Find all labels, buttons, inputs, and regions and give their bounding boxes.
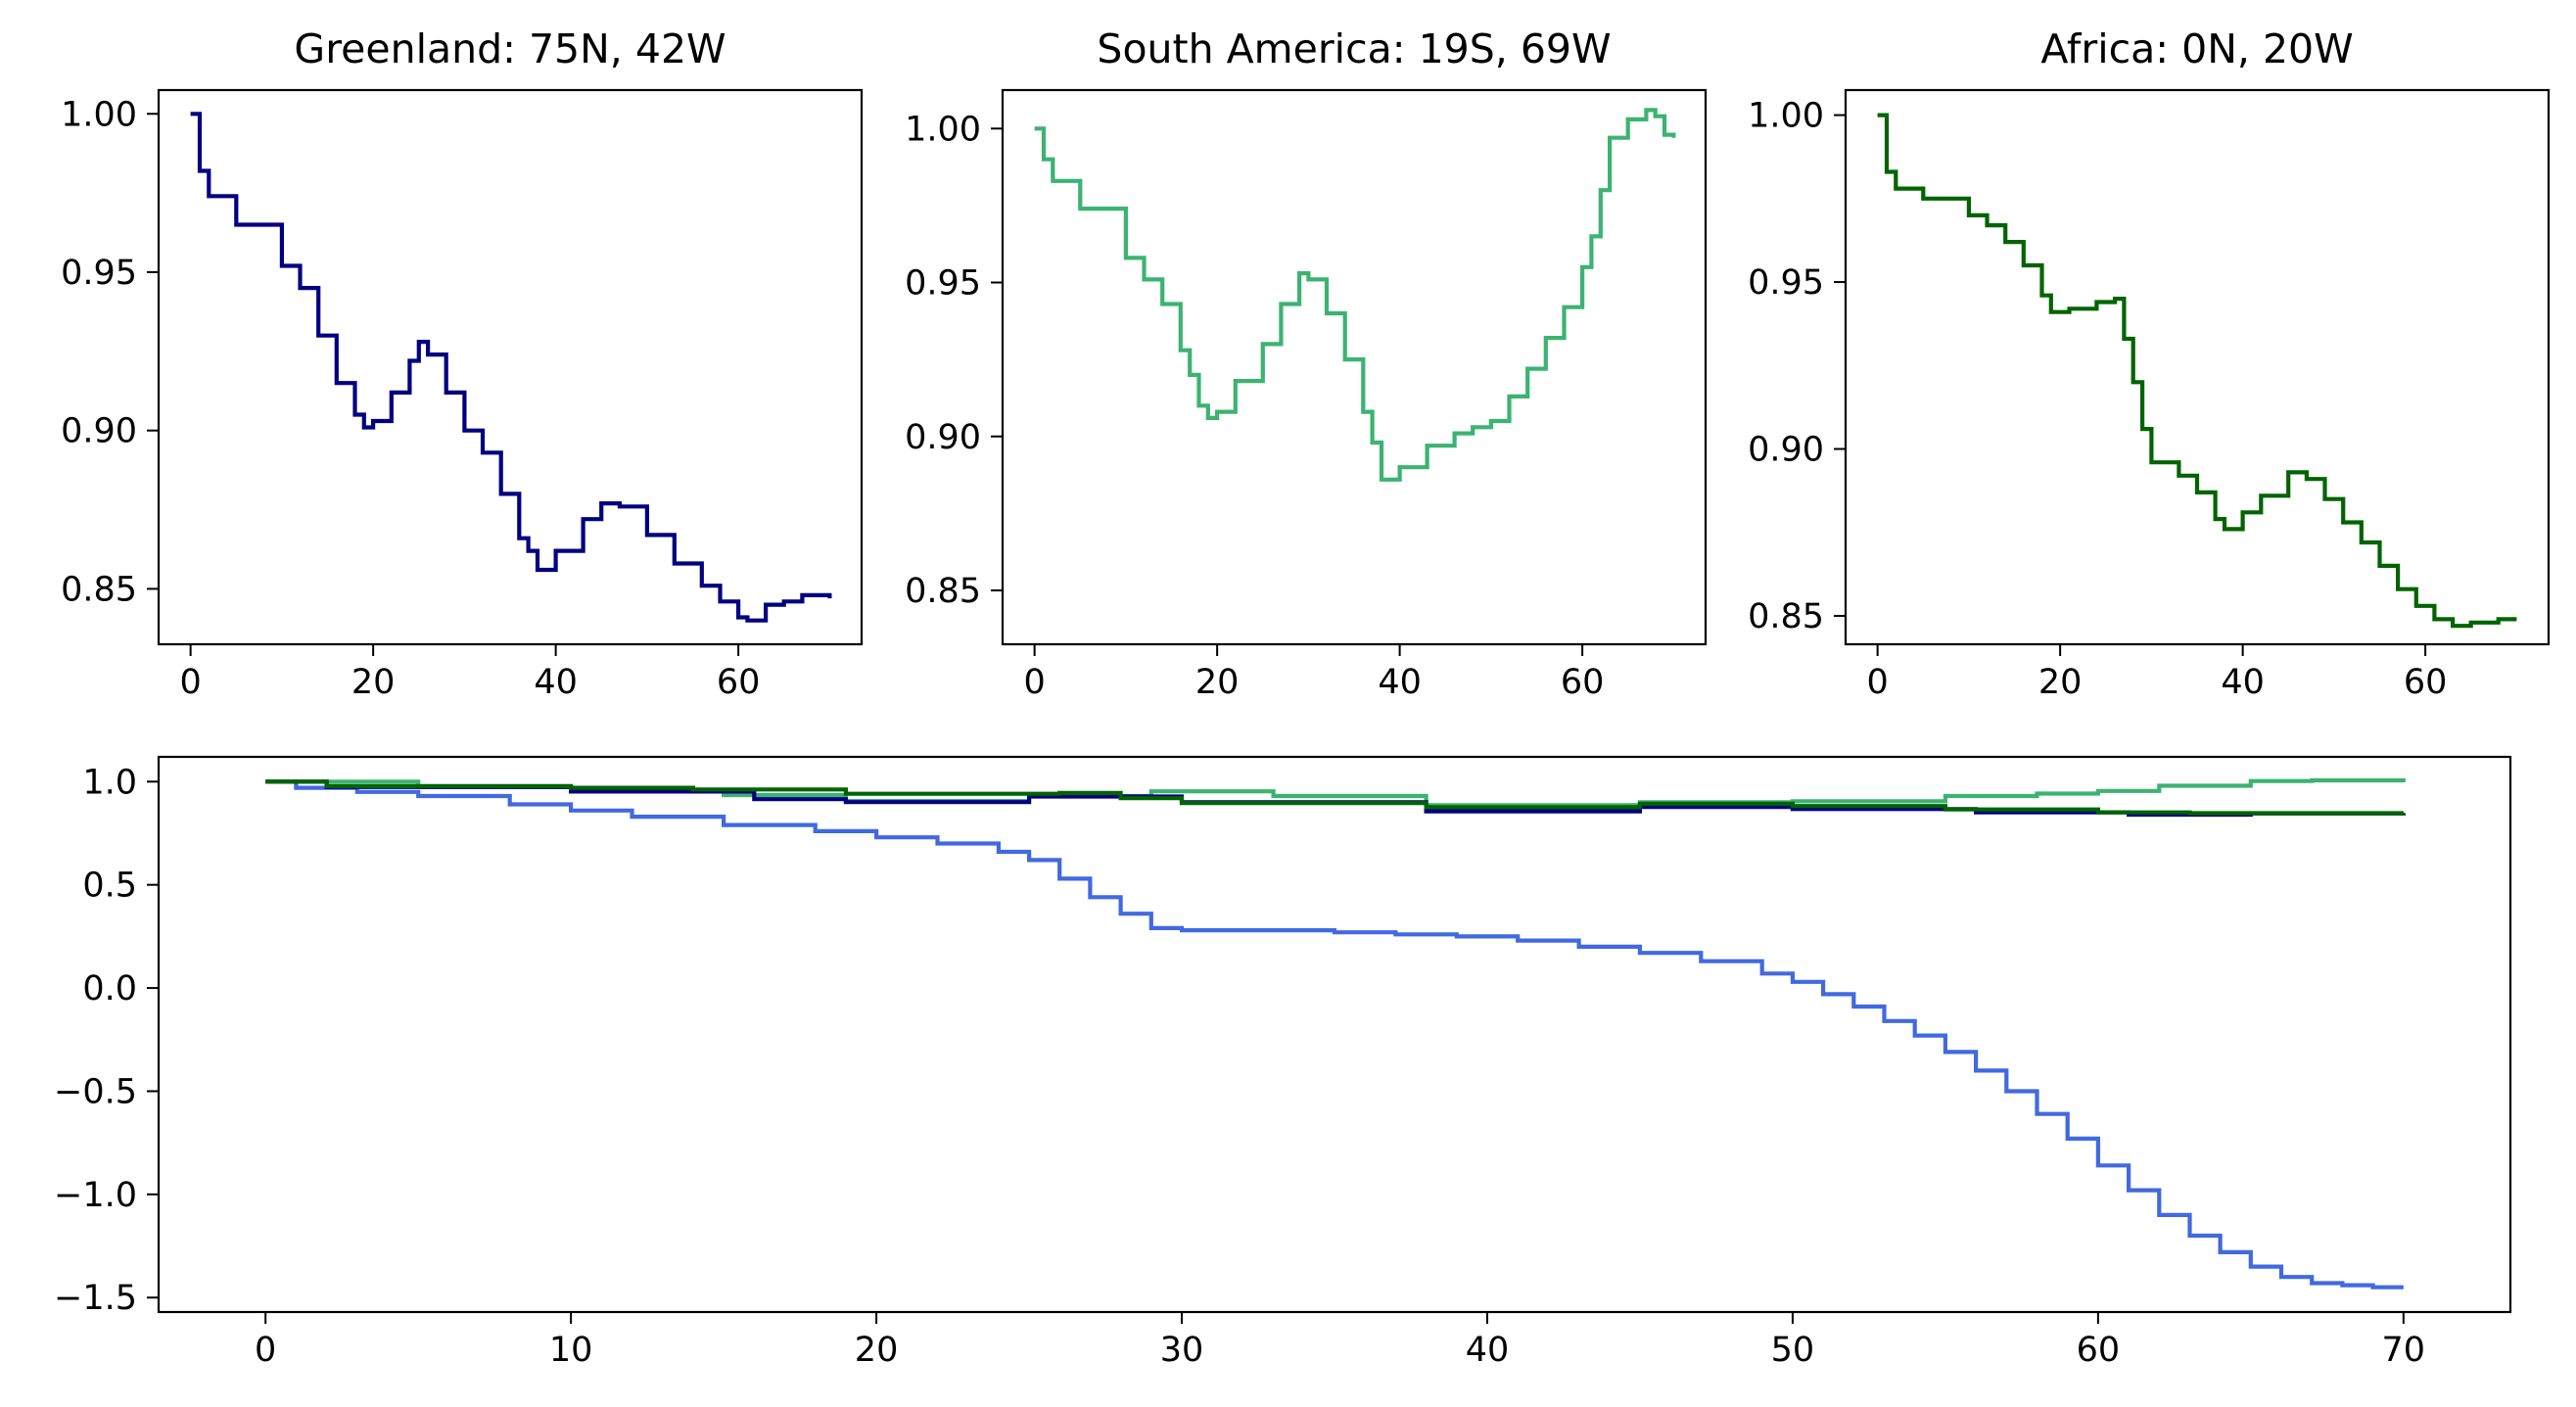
x-tick-label: 20	[1195, 663, 1240, 702]
panel-title: Africa: 0N, 20W	[2040, 25, 2353, 72]
axes-frame	[1001, 88, 1708, 646]
series-line-3	[265, 779, 2406, 816]
x-tick-label: 0	[255, 1331, 276, 1370]
panel-africa: Africa: 0N, 20W 0 20 40 60 0.85 0.90 0.95 1.00	[1748, 25, 2551, 702]
x-tick-label: 0	[1023, 663, 1045, 702]
panel-title: South America: 19S, 69W	[1097, 25, 1611, 72]
panel-title: Greenland: 75N, 42W	[294, 25, 726, 72]
y-tick-label: 0.90	[1748, 431, 1824, 470]
x-tick-label: 60	[2404, 663, 2448, 702]
series-group	[1877, 113, 2517, 629]
x-tick-label: 50	[1771, 1331, 1815, 1370]
y-tick-label: 1.00	[61, 95, 137, 134]
x-tick-label: 40	[1466, 1331, 1510, 1370]
y-tick-label: 0.90	[905, 418, 981, 457]
series-group	[190, 112, 832, 623]
x-tick-label: 40	[1378, 663, 1422, 702]
series-line-0	[1034, 108, 1676, 482]
y-tick-label: −1.0	[54, 1176, 137, 1215]
y-tick-label: 0.95	[61, 254, 137, 293]
y-tick-label: 0.85	[61, 570, 137, 609]
y-tick-label: 0.90	[61, 412, 137, 451]
series-line-0	[190, 112, 832, 623]
x-tick-label: 20	[855, 1331, 899, 1370]
x-tick-label: 40	[534, 663, 578, 702]
y-tick-label: 0.85	[1748, 597, 1824, 636]
y-tick-label: 0.95	[905, 264, 981, 304]
y-tick-label: 1.00	[905, 110, 981, 149]
panel-greenland: Greenland: 75N, 42W 0 20 40 60 0.85 0.90 0.95 1…	[61, 25, 864, 702]
series-line-0	[265, 779, 2404, 1290]
x-tick-label: 0	[1866, 663, 1888, 702]
y-tick-label: 1.0	[82, 763, 137, 802]
y-tick-label: 1.00	[1748, 97, 1824, 136]
x-tick-label: 60	[717, 663, 761, 702]
x-tick-label: 40	[2221, 663, 2265, 702]
x-tick-label: 70	[2382, 1331, 2426, 1370]
axes-frame	[157, 755, 2512, 1314]
y-tick-label: 0.95	[1748, 263, 1824, 303]
x-tick-label: 0	[179, 663, 201, 702]
x-tick-label: 10	[549, 1331, 593, 1370]
series-group	[265, 777, 2406, 1290]
y-tick-label: −1.5	[54, 1279, 137, 1318]
y-tick-label: 0.5	[82, 867, 137, 906]
panel-south-america: South America: 19S, 69W 0 20 40 60 0.85 0.90 0…	[905, 25, 1708, 702]
x-tick-label: 60	[1561, 663, 1605, 702]
x-tick-label: 60	[2077, 1331, 2121, 1370]
axes-frame	[1844, 88, 2551, 646]
x-tick-label: 20	[2038, 663, 2083, 702]
series-line-0	[1877, 113, 2517, 629]
y-tick-label: −0.5	[54, 1072, 137, 1111]
x-tick-label: 30	[1160, 1331, 1204, 1370]
x-tick-label: 20	[351, 663, 396, 702]
axes-frame	[157, 88, 864, 646]
panel-combined: 0 10 20 30 40 50 60 70 −1.5 −1.0 −0.5 0.0 0.5 1.0	[54, 755, 2512, 1370]
series-group	[1034, 108, 1676, 482]
y-tick-label: 0.0	[82, 969, 137, 1008]
y-tick-label: 0.85	[905, 572, 981, 611]
